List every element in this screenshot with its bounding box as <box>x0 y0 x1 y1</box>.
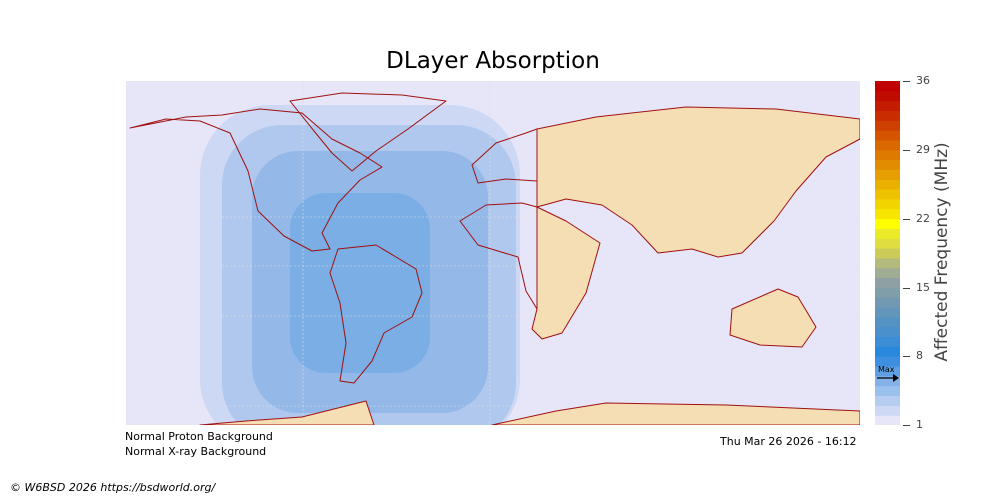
colorbar-band <box>875 208 900 220</box>
colorbar-band <box>875 346 900 357</box>
colorbar-band <box>875 189 900 200</box>
colorbar-band <box>875 149 900 161</box>
colorbar-band <box>875 356 900 367</box>
colorbar-band <box>875 267 900 279</box>
colorbar <box>875 81 900 425</box>
absorption-map <box>126 81 860 425</box>
grid-lines <box>126 81 860 425</box>
colorbar-band <box>875 297 900 308</box>
colorbar-band <box>875 375 900 387</box>
north-america <box>129 108 383 252</box>
colorbar-band <box>875 326 900 338</box>
xray-status: Normal X-ray Background <box>125 445 267 458</box>
chart-title: DLayer Absorption <box>386 48 600 74</box>
colorbar-band <box>875 238 900 249</box>
colorbar-band <box>875 90 900 102</box>
coastlines <box>129 92 860 425</box>
copyright: © W6BSD 2026 https://bsdworld.org/ <box>10 481 216 494</box>
colorbar-band <box>875 248 900 259</box>
max-arrow-icon <box>877 374 899 382</box>
absorption-level-4 <box>290 193 430 373</box>
greenland <box>289 92 447 172</box>
australia <box>729 288 817 348</box>
africa-east <box>531 206 601 340</box>
antarctica-west <box>199 400 375 425</box>
colorbar-band <box>875 110 900 121</box>
colorbar-band <box>875 277 900 288</box>
colorbar-band <box>875 307 900 318</box>
colorbar-band <box>875 336 900 347</box>
colorbar-tick: 29 <box>903 143 930 156</box>
colorbar-band <box>875 257 900 269</box>
timestamp: Thu Mar 26 2026 - 16:12 <box>720 435 857 448</box>
colorbar-band <box>875 179 900 190</box>
colorbar-tick: 36 <box>903 74 930 87</box>
colorbar-band <box>875 81 900 92</box>
colorbar-band <box>875 130 900 141</box>
asia <box>536 106 860 258</box>
proton-status: Normal Proton Background <box>125 430 273 443</box>
colorbar-band <box>875 139 900 151</box>
colorbar-band <box>875 287 900 298</box>
colorbar-band <box>875 100 900 111</box>
colorbar-tick: 8 <box>903 349 923 362</box>
colorbar-band <box>875 395 900 406</box>
max-marker-label: Max <box>878 365 895 374</box>
colorbar-band <box>875 169 900 180</box>
colorbar-band <box>875 159 900 170</box>
colorbar-tick: 22 <box>903 212 930 225</box>
south-america <box>329 244 423 384</box>
antarctica-east <box>491 402 860 425</box>
colorbar-tick: 15 <box>903 281 930 294</box>
colorbar-tick: 1 <box>903 418 923 431</box>
colorbar-band <box>875 316 900 328</box>
colorbar-band <box>875 405 900 416</box>
colorbar-label: Affected Frequency (MHz) <box>932 142 952 362</box>
colorbar-band <box>875 218 900 229</box>
colorbar-band <box>875 385 900 397</box>
colorbar-band <box>875 120 900 131</box>
colorbar-band <box>875 415 900 425</box>
absorption-contours <box>200 105 520 425</box>
colorbar-band <box>875 198 900 210</box>
colorbar-band <box>875 366 900 377</box>
colorbar-band <box>875 228 900 239</box>
